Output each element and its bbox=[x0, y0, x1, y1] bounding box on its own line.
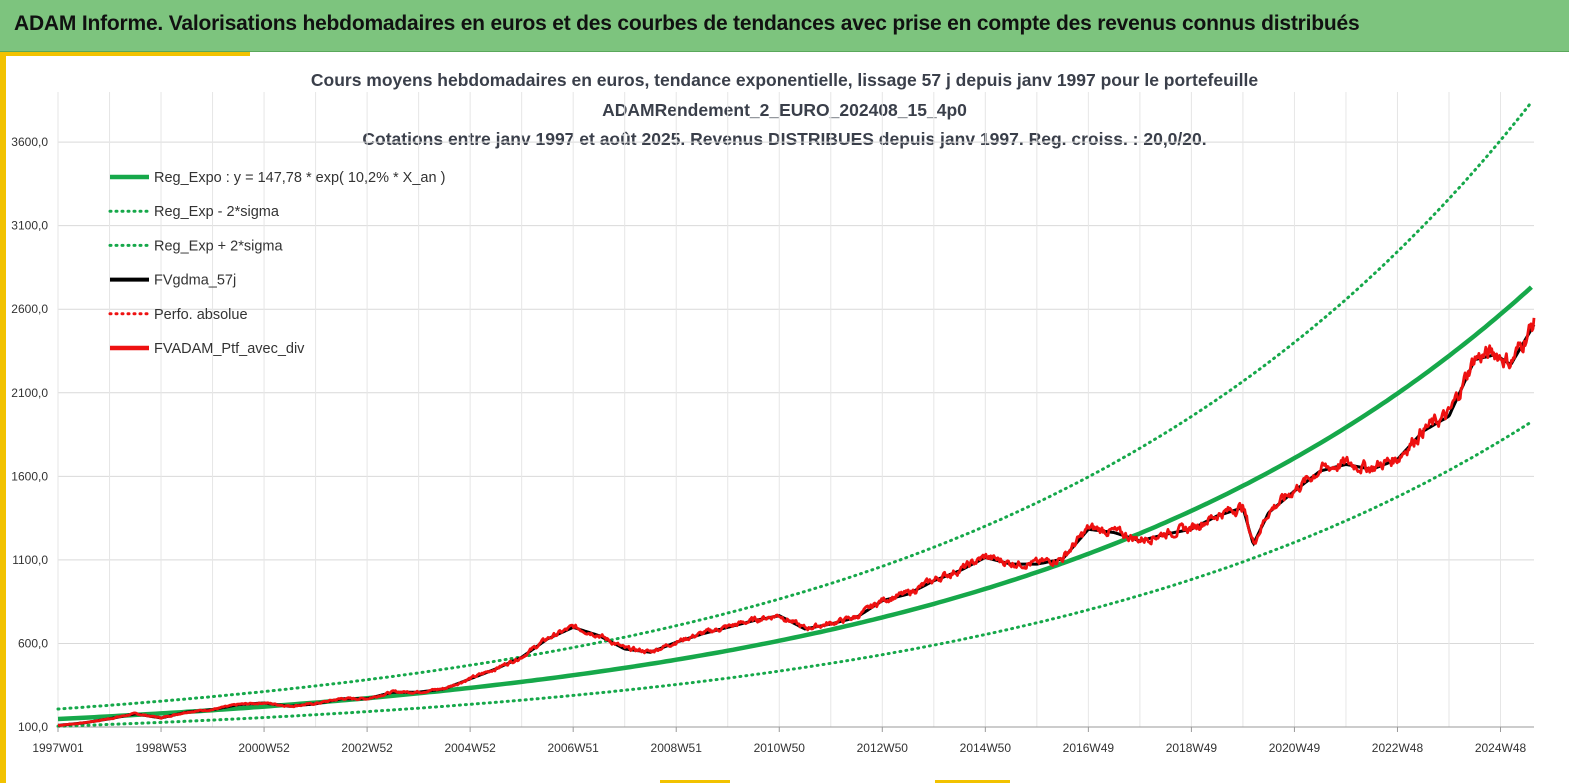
x-tick-label: 2022W48 bbox=[1372, 741, 1424, 755]
y-tick-label: 3600,0 bbox=[11, 135, 48, 149]
legend: Reg_Expo : y = 147,78 * exp( 10,2% * X_a… bbox=[108, 170, 445, 357]
series-fvgdma-57j bbox=[57, 323, 1536, 727]
series-fvadam-ptf bbox=[57, 317, 1536, 727]
y-axis-ticks: 100,0 600,0 1100,0 1600,0 2100,0 2600,0 3100,0… bbox=[11, 135, 48, 734]
chart-title-line-1: Cours moyens hebdomadaires en euros, ten… bbox=[310, 70, 1259, 90]
y-tick-label: 2100,0 bbox=[11, 386, 48, 400]
x-tick-label: 2002W52 bbox=[341, 741, 393, 755]
x-tick-label: 2004W52 bbox=[444, 741, 496, 755]
x-tick-label: 1997W01 bbox=[32, 741, 84, 755]
top-accent-bar bbox=[0, 52, 250, 56]
page-title: ADAM Informe. Valorisations hebdomadaire… bbox=[14, 12, 1360, 35]
legend-label-5: FVADAM_Ptf_avec_div bbox=[154, 341, 305, 357]
y-tick-label: 100,0 bbox=[18, 720, 48, 734]
x-tick-label: 2008W51 bbox=[651, 741, 703, 755]
x-tick-label: 2006W51 bbox=[547, 741, 599, 755]
y-tick-label: 2600,0 bbox=[11, 302, 48, 316]
x-tick-label: 2014W50 bbox=[960, 741, 1012, 755]
x-tick-label: 1998W53 bbox=[135, 741, 187, 755]
series-reg-plus-2sigma bbox=[56, 100, 1533, 711]
y-tick-label: 600,0 bbox=[18, 636, 48, 650]
legend-label-2: Reg_Exp + 2*sigma bbox=[154, 238, 283, 254]
grid bbox=[57, 92, 1534, 728]
legend-label-4: Perfo. absolue bbox=[154, 307, 248, 323]
x-tick-label: 2018W49 bbox=[1166, 741, 1218, 755]
x-tick-label: 2000W52 bbox=[238, 741, 290, 755]
series-group bbox=[56, 100, 1536, 728]
footer-accent bbox=[935, 780, 1010, 783]
legend-label-1: Reg_Exp - 2*sigma bbox=[154, 204, 280, 220]
series-reg-minus-2sigma bbox=[56, 420, 1533, 728]
x-axis-ticks: 1997W01 1998W53 2000W52 2002W52 2004W52 2006W… bbox=[32, 727, 1527, 755]
y-tick-label: 1600,0 bbox=[11, 469, 48, 483]
header-banner: ADAM Informe. Valorisations hebdomadaire… bbox=[0, 0, 1569, 52]
x-tick-label: 2024W48 bbox=[1475, 741, 1527, 755]
x-tick-label: 2016W49 bbox=[1063, 741, 1115, 755]
legend-label-0: Reg_Expo : y = 147,78 * exp( 10,2% * X_a… bbox=[154, 170, 445, 186]
footer-accent bbox=[660, 780, 730, 783]
x-tick-label: 2020W49 bbox=[1269, 741, 1321, 755]
left-accent-bar bbox=[0, 52, 6, 783]
y-tick-label: 3100,0 bbox=[11, 219, 48, 233]
chart-title-line-2: ADAMRendement_2_EURO_202408_15_4p0 bbox=[602, 100, 967, 120]
legend-label-3: FVgdma_57j bbox=[154, 273, 236, 289]
y-tick-label: 1100,0 bbox=[12, 553, 48, 567]
x-tick-label: 2012W50 bbox=[857, 741, 909, 755]
x-tick-label: 2010W50 bbox=[754, 741, 806, 755]
